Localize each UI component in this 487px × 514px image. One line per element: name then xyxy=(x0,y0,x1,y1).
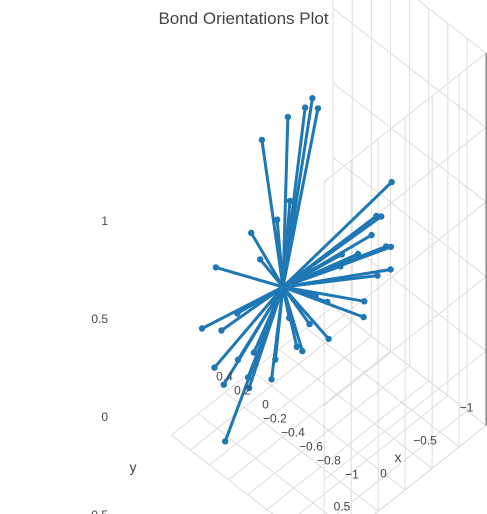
bond-marker-9 xyxy=(198,325,206,332)
y-tick-label: −0.8 xyxy=(317,454,341,468)
x-tick-label: −1 xyxy=(460,401,474,415)
bond-marker-1 xyxy=(301,104,309,111)
y-tick-label: −0.4 xyxy=(281,426,305,440)
bond-marker-38 xyxy=(234,310,241,317)
chart-title: Bond Orientations Plot xyxy=(158,9,329,28)
bond-marker-2 xyxy=(284,113,292,121)
grid-line xyxy=(247,365,410,496)
bond-marker-10 xyxy=(211,364,218,371)
z-tick-label: 0.5 xyxy=(91,312,108,326)
bond-line-40 xyxy=(281,199,292,289)
grid-line xyxy=(374,425,487,514)
bond-marker-25 xyxy=(382,243,390,250)
bond-marker-30 xyxy=(299,347,306,355)
grid-line xyxy=(228,350,391,481)
grid-line xyxy=(332,82,487,203)
bond-marker-19 xyxy=(324,298,331,306)
bond-line-31 xyxy=(281,285,291,320)
bond-line-34 xyxy=(281,245,393,289)
grid-line xyxy=(209,335,372,466)
grid-line xyxy=(323,350,487,481)
bond-marker-18 xyxy=(306,320,313,328)
bond-line-6 xyxy=(249,231,285,289)
bond-marker-39 xyxy=(257,256,264,263)
z-tick-label: 1 xyxy=(101,214,108,228)
y-tick-label: −0.2 xyxy=(263,412,287,426)
bond-marker-3 xyxy=(309,95,316,102)
bond-line-35 xyxy=(281,268,393,289)
bond-marker-28 xyxy=(360,313,367,321)
bond-line-38 xyxy=(235,285,285,315)
bond-marker-13 xyxy=(220,381,227,388)
bond-marker-34 xyxy=(387,243,395,251)
bond-line-10 xyxy=(213,285,285,370)
grid-line xyxy=(323,201,487,332)
bond-marker-24 xyxy=(378,213,385,220)
bond-marker-31 xyxy=(286,314,293,322)
grid-line xyxy=(266,380,430,510)
z-tick-label: −0.5 xyxy=(84,508,108,514)
y-tick-label: 0 xyxy=(262,398,269,412)
y-axis-title: y xyxy=(130,459,137,475)
bond-marker-22 xyxy=(368,231,375,239)
bond-marker-21 xyxy=(354,250,362,258)
bond-line-5 xyxy=(281,180,394,289)
bond-line-29 xyxy=(281,285,331,341)
y-tick-label: 0.4 xyxy=(216,370,233,384)
x-tick-label: 0.5 xyxy=(334,500,351,514)
bond-marker-26 xyxy=(374,272,381,279)
bond-marker-23 xyxy=(373,212,380,220)
bond-marker-40 xyxy=(286,197,294,205)
grid-line xyxy=(417,0,487,54)
grid-line xyxy=(323,52,487,183)
bond-line-13 xyxy=(222,285,285,387)
bond-line-7 xyxy=(214,265,285,289)
x-tick-label: −0.5 xyxy=(413,434,437,448)
x-axis-title: x xyxy=(395,449,402,465)
bond-line-33 xyxy=(281,252,344,289)
bond-marker-16 xyxy=(272,356,279,363)
bond-marker-5 xyxy=(388,178,395,186)
bond-marker-37 xyxy=(244,374,252,381)
bond-marker-15 xyxy=(268,376,275,383)
bond-line-37 xyxy=(246,285,285,379)
bond-marker-33 xyxy=(338,251,345,258)
bond-line-32 xyxy=(281,285,317,298)
y-tick-label: −0.6 xyxy=(299,440,323,454)
bond-marker-8 xyxy=(218,327,225,334)
bond-marker-11 xyxy=(234,356,242,363)
bond-marker-27 xyxy=(361,298,368,305)
bond-marker-29 xyxy=(325,335,332,343)
bond-marker-32 xyxy=(312,292,319,300)
z-tick-label: 0 xyxy=(101,410,108,424)
bond-marker-17 xyxy=(293,343,300,350)
bond-marker-36 xyxy=(245,384,253,392)
bond-marker-6 xyxy=(248,229,255,236)
bond-line-24 xyxy=(281,215,383,289)
grid-line xyxy=(190,320,353,451)
bond-marker-0 xyxy=(314,105,322,112)
bond-marker-12 xyxy=(222,438,229,445)
bond-marker-7 xyxy=(212,264,220,271)
grid-line xyxy=(332,157,487,277)
grid-line xyxy=(336,410,468,514)
bond-marker-35 xyxy=(387,266,394,273)
bond-marker-20 xyxy=(337,263,344,270)
grid-line xyxy=(298,395,449,514)
bond-line-3 xyxy=(281,96,314,289)
bond-marker-41 xyxy=(273,216,281,223)
bond-line-41 xyxy=(275,218,285,289)
grid-line xyxy=(332,8,487,128)
grid-line xyxy=(323,276,487,406)
bond-line-16 xyxy=(273,285,285,361)
bond-marker-14 xyxy=(250,349,258,356)
y-tick-label: −1 xyxy=(345,468,359,482)
y-tick-label: 0.2 xyxy=(234,384,251,398)
bond-line-39 xyxy=(258,257,285,289)
bond-marker-4 xyxy=(258,136,266,144)
x-tick-label: 0 xyxy=(380,467,387,481)
